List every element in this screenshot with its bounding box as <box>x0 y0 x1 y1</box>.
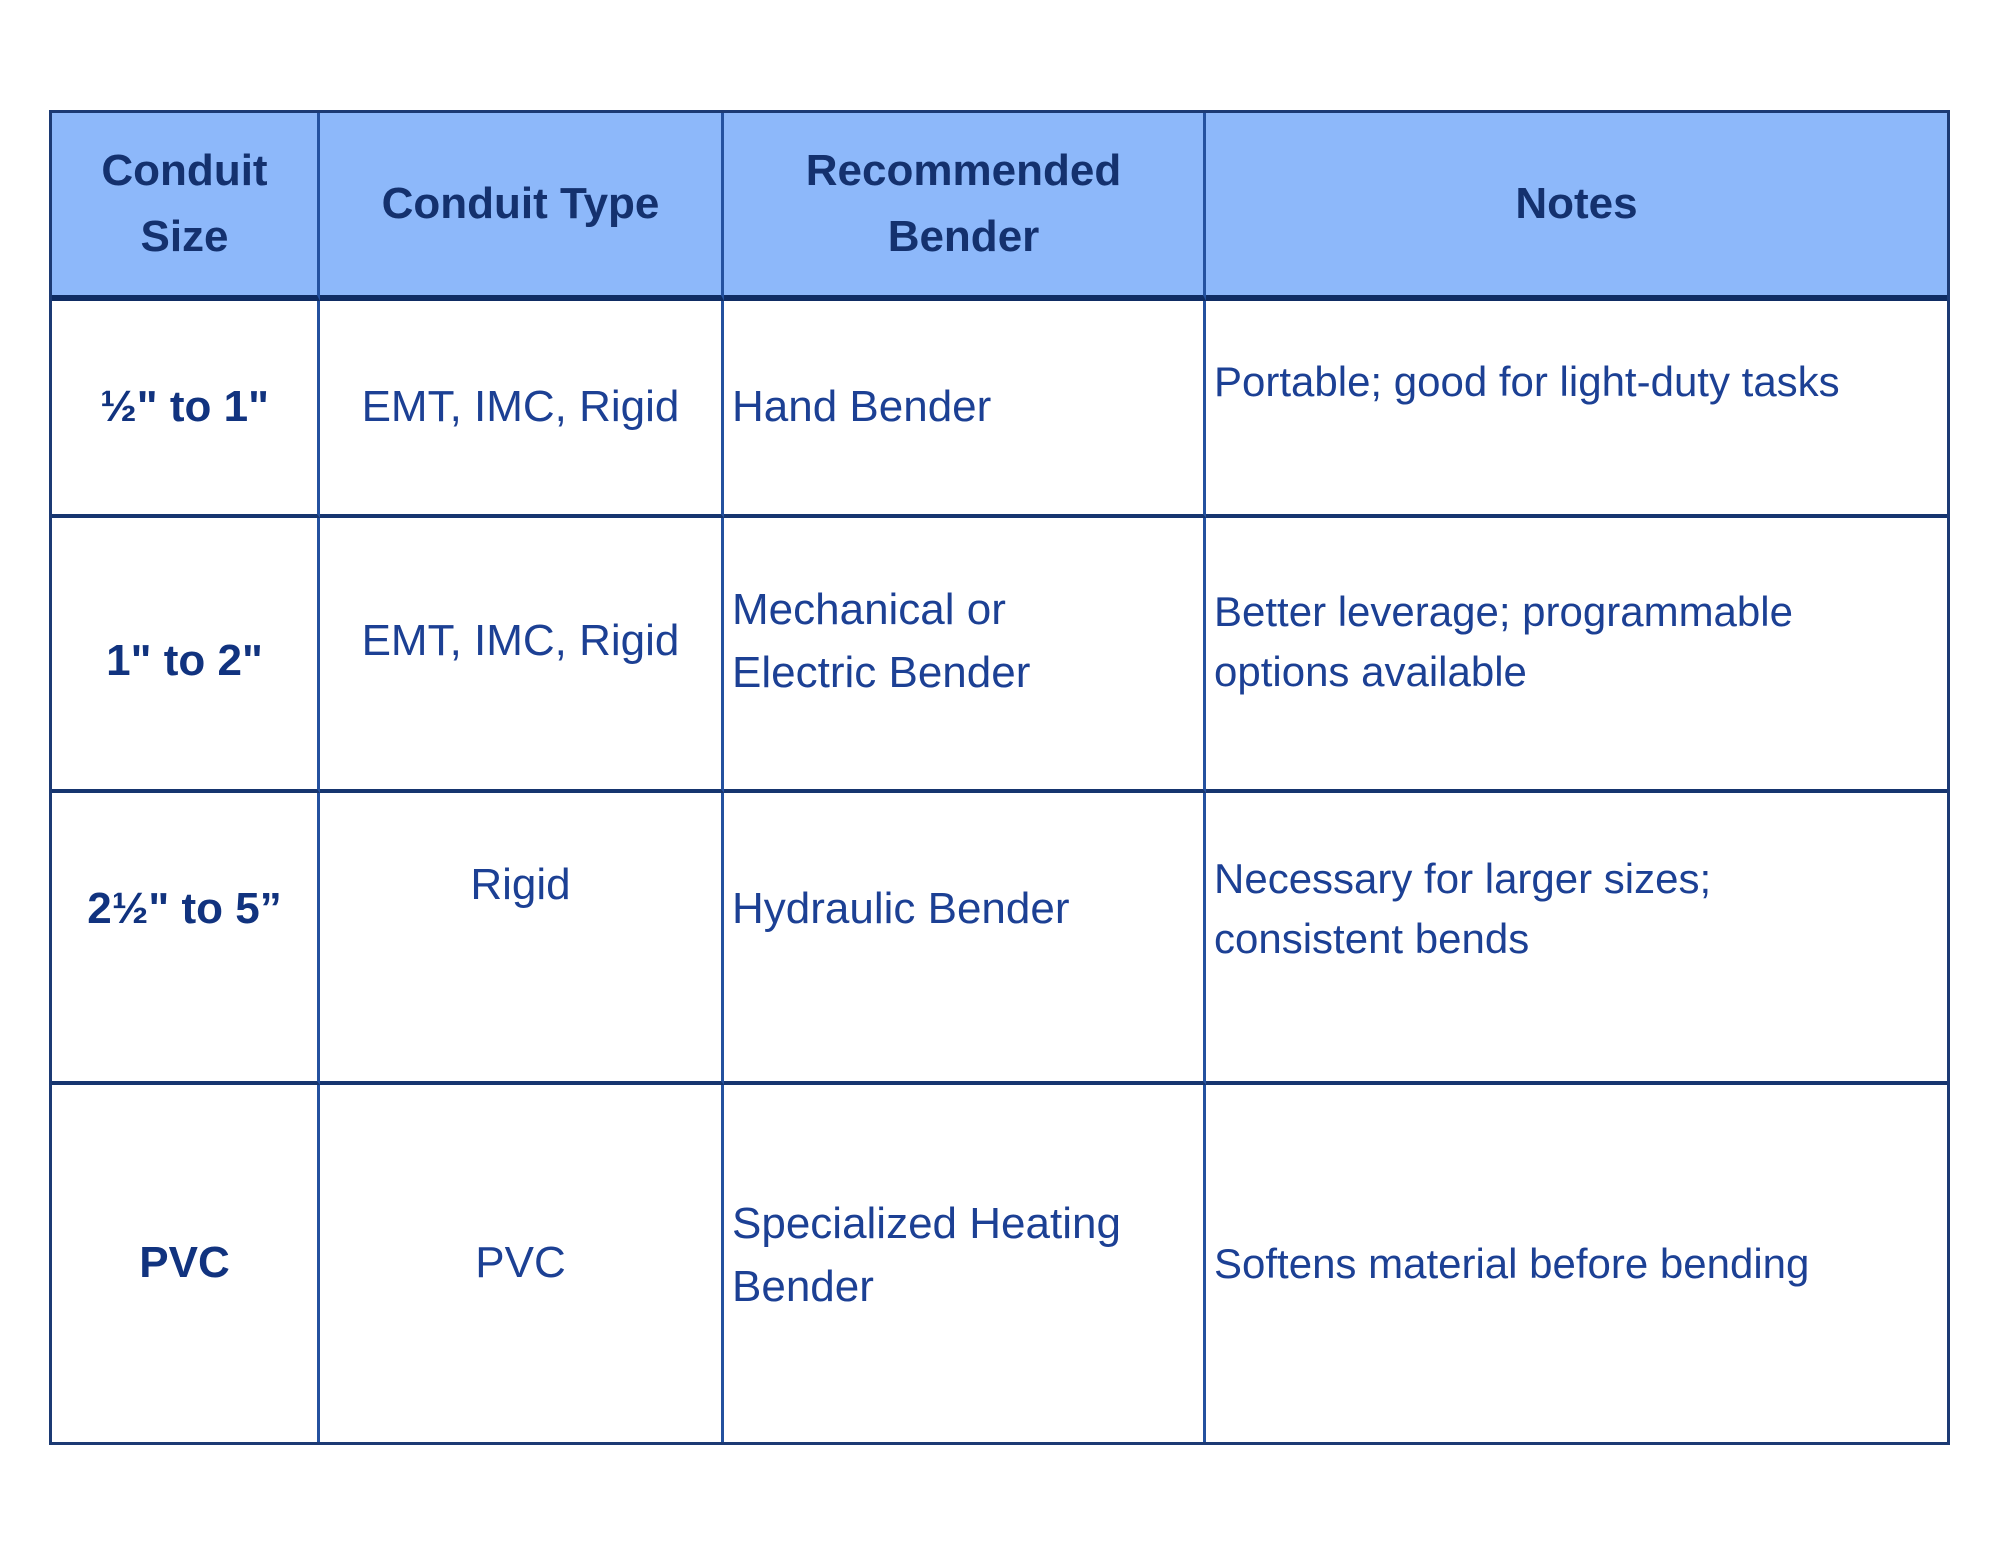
cell-type-row2: EMT, IMC, Rigid <box>320 518 724 793</box>
notes-value: Necessary for larger sizes; consistent b… <box>1214 855 1712 962</box>
cell-size-row2: 1" to 2" <box>52 518 320 793</box>
header-cell-recommended-bender: Recommended Bender <box>724 113 1206 301</box>
cell-size-row1: ½" to 1" <box>52 301 320 518</box>
bender-value: Specialized Heating Bender <box>732 1199 1121 1311</box>
cell-bender-row4: Specialized Heating Bender <box>724 1085 1206 1442</box>
size-value: 1" to 2" <box>106 636 263 686</box>
header-label-recommended-bender: Recommended Bender <box>805 146 1122 261</box>
type-value: PVC <box>475 1238 566 1288</box>
type-value: EMT, IMC, Rigid <box>361 616 680 666</box>
bender-value: Hand Bender <box>732 382 992 432</box>
cell-size-row3: 2½" to 5” <box>52 793 320 1085</box>
header-cell-notes: Notes <box>1206 113 1947 301</box>
cell-type-row1: EMT, IMC, Rigid <box>320 301 724 518</box>
cell-notes-row1: Portable; good for light-duty tasks <box>1206 301 1947 518</box>
header-label-conduit-size: Conduit Size <box>101 146 268 261</box>
cell-type-row4: PVC <box>320 1085 724 1442</box>
size-value: 2½" to 5” <box>87 883 282 933</box>
header-cell-conduit-size: Conduit Size <box>52 113 320 301</box>
bender-value: Mechanical or Electric Bender <box>732 585 1031 697</box>
header-label-conduit-type: Conduit Type <box>381 179 660 228</box>
cell-bender-row2: Mechanical or Electric Bender <box>724 518 1206 793</box>
cell-bender-row3: Hydraulic Bender <box>724 793 1206 1085</box>
type-value: EMT, IMC, Rigid <box>361 382 680 432</box>
bender-value: Hydraulic Bender <box>732 883 1070 933</box>
cell-notes-row2: Better leverage; programmable options av… <box>1206 518 1947 793</box>
cell-notes-row3: Necessary for larger sizes; consistent b… <box>1206 793 1947 1085</box>
header-cell-conduit-type: Conduit Type <box>320 113 724 301</box>
notes-value: Softens material before bending <box>1214 1239 1810 1287</box>
type-value: Rigid <box>470 859 571 909</box>
cell-size-row4: PVC <box>52 1085 320 1442</box>
size-value: ½" to 1" <box>100 382 269 432</box>
cell-type-row3: Rigid <box>320 793 724 1085</box>
size-value: PVC <box>139 1238 230 1288</box>
conduit-bender-table: Conduit Size Conduit Type Recommended Be… <box>49 110 1950 1445</box>
notes-value: Portable; good for light-duty tasks <box>1214 357 1840 405</box>
header-label-notes: Notes <box>1515 179 1638 228</box>
notes-value: Better leverage; programmable options av… <box>1214 587 1793 695</box>
cell-notes-row4: Softens material before bending <box>1206 1085 1947 1442</box>
cell-bender-row1: Hand Bender <box>724 301 1206 518</box>
